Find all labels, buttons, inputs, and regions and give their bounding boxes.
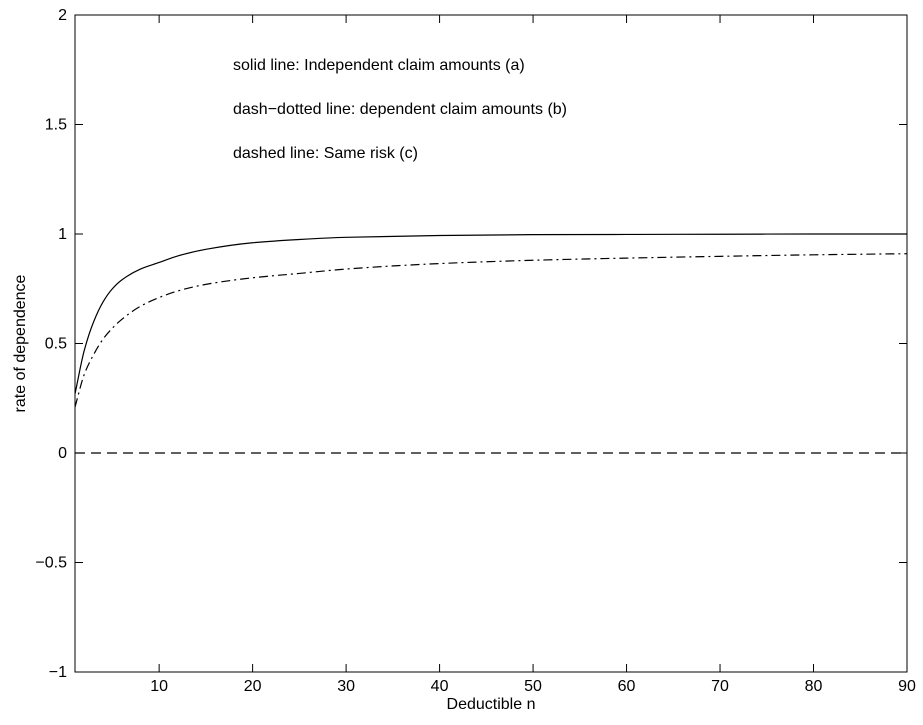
x-tick-label: 20 <box>244 678 262 695</box>
series-layer <box>74 233 908 454</box>
y-tick-label: 0.5 <box>45 336 67 353</box>
x-tick-label: 80 <box>805 678 823 695</box>
y-tick-label: 1.5 <box>45 117 67 134</box>
x-tick-label: 60 <box>618 678 636 695</box>
x-tick-label: 10 <box>150 678 168 695</box>
x-tick-label: 90 <box>898 678 916 695</box>
y-tick-label: 1 <box>58 226 67 243</box>
annotation-dashed-line: dashed line: Same risk (c) <box>233 145 418 162</box>
annotation-dash-dotted-line: dash−dotted line: dependent claim amount… <box>233 101 567 118</box>
series-line-solid <box>74 233 907 394</box>
x-tick-label: 50 <box>524 678 542 695</box>
y-tick-label: 0 <box>58 445 67 462</box>
ticks-layer <box>75 14 908 673</box>
series-line-dashdot <box>74 253 908 408</box>
x-tick-label: 30 <box>337 678 355 695</box>
y-tick-label: −0.5 <box>35 555 67 572</box>
x-axis-label: Deductible n <box>447 696 536 713</box>
x-tick-label: 40 <box>431 678 449 695</box>
x-tick-label: 70 <box>711 678 729 695</box>
annotation-solid-line: solid line: Independent claim amounts (a… <box>233 57 525 74</box>
y-tick-label: −1 <box>49 664 67 681</box>
y-tick-label: 2 <box>58 7 67 24</box>
y-axis-label: rate of dependence <box>12 274 29 412</box>
tick-labels: 10 20 30 40 50 60 70 80 90 −1 −0.5 0 0.5 1 1.5 2 <box>35 7 916 695</box>
